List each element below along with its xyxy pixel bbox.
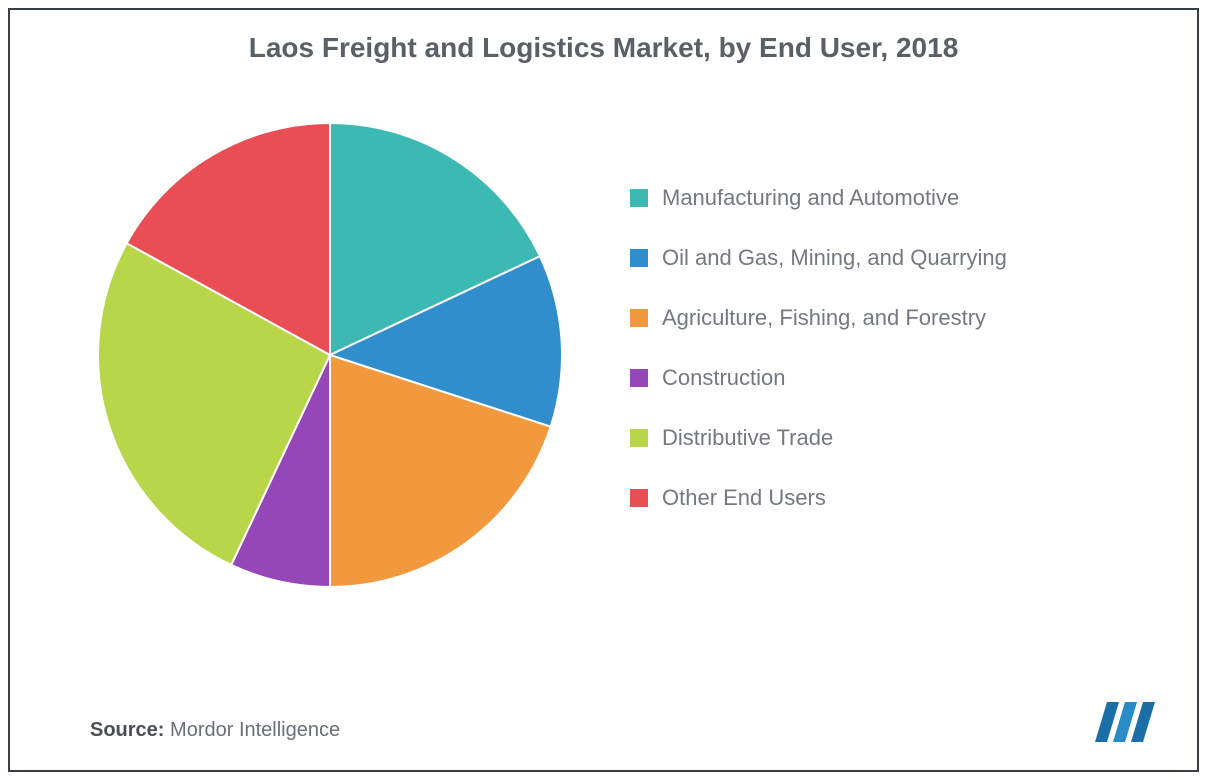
legend-swatch-icon [630, 489, 648, 507]
legend-item-0: Manufacturing and Automotive [630, 185, 1150, 211]
pie-svg [80, 105, 580, 605]
legend-swatch-icon [630, 189, 648, 207]
legend-item-5: Other End Users [630, 485, 1150, 511]
chart-frame: Laos Freight and Logistics Market, by En… [8, 8, 1199, 772]
legend-swatch-icon [630, 369, 648, 387]
legend-item-3: Construction [630, 365, 1150, 391]
legend-item-4: Distributive Trade [630, 425, 1150, 451]
source-label: Source: [90, 719, 164, 741]
legend-label: Oil and Gas, Mining, and Quarrying [662, 245, 1007, 271]
legend-label: Other End Users [662, 485, 826, 511]
legend-swatch-icon [630, 429, 648, 447]
source-line: Source: Mordor Intelligence [90, 719, 340, 742]
legend-item-1: Oil and Gas, Mining, and Quarrying [630, 245, 1150, 271]
source-value: Mordor Intelligence [170, 719, 340, 741]
legend-label: Agriculture, Fishing, and Forestry [662, 305, 986, 331]
legend: Manufacturing and Automotive Oil and Gas,… [630, 185, 1150, 545]
brand-logo-icon [1093, 694, 1157, 742]
chart-title: Laos Freight and Logistics Market, by En… [10, 10, 1197, 64]
legend-item-2: Agriculture, Fishing, and Forestry [630, 305, 1150, 331]
legend-swatch-icon [630, 309, 648, 327]
legend-label: Distributive Trade [662, 425, 833, 451]
legend-label: Construction [662, 365, 786, 391]
legend-label: Manufacturing and Automotive [662, 185, 959, 211]
pie-chart [80, 105, 580, 605]
legend-swatch-icon [630, 249, 648, 267]
